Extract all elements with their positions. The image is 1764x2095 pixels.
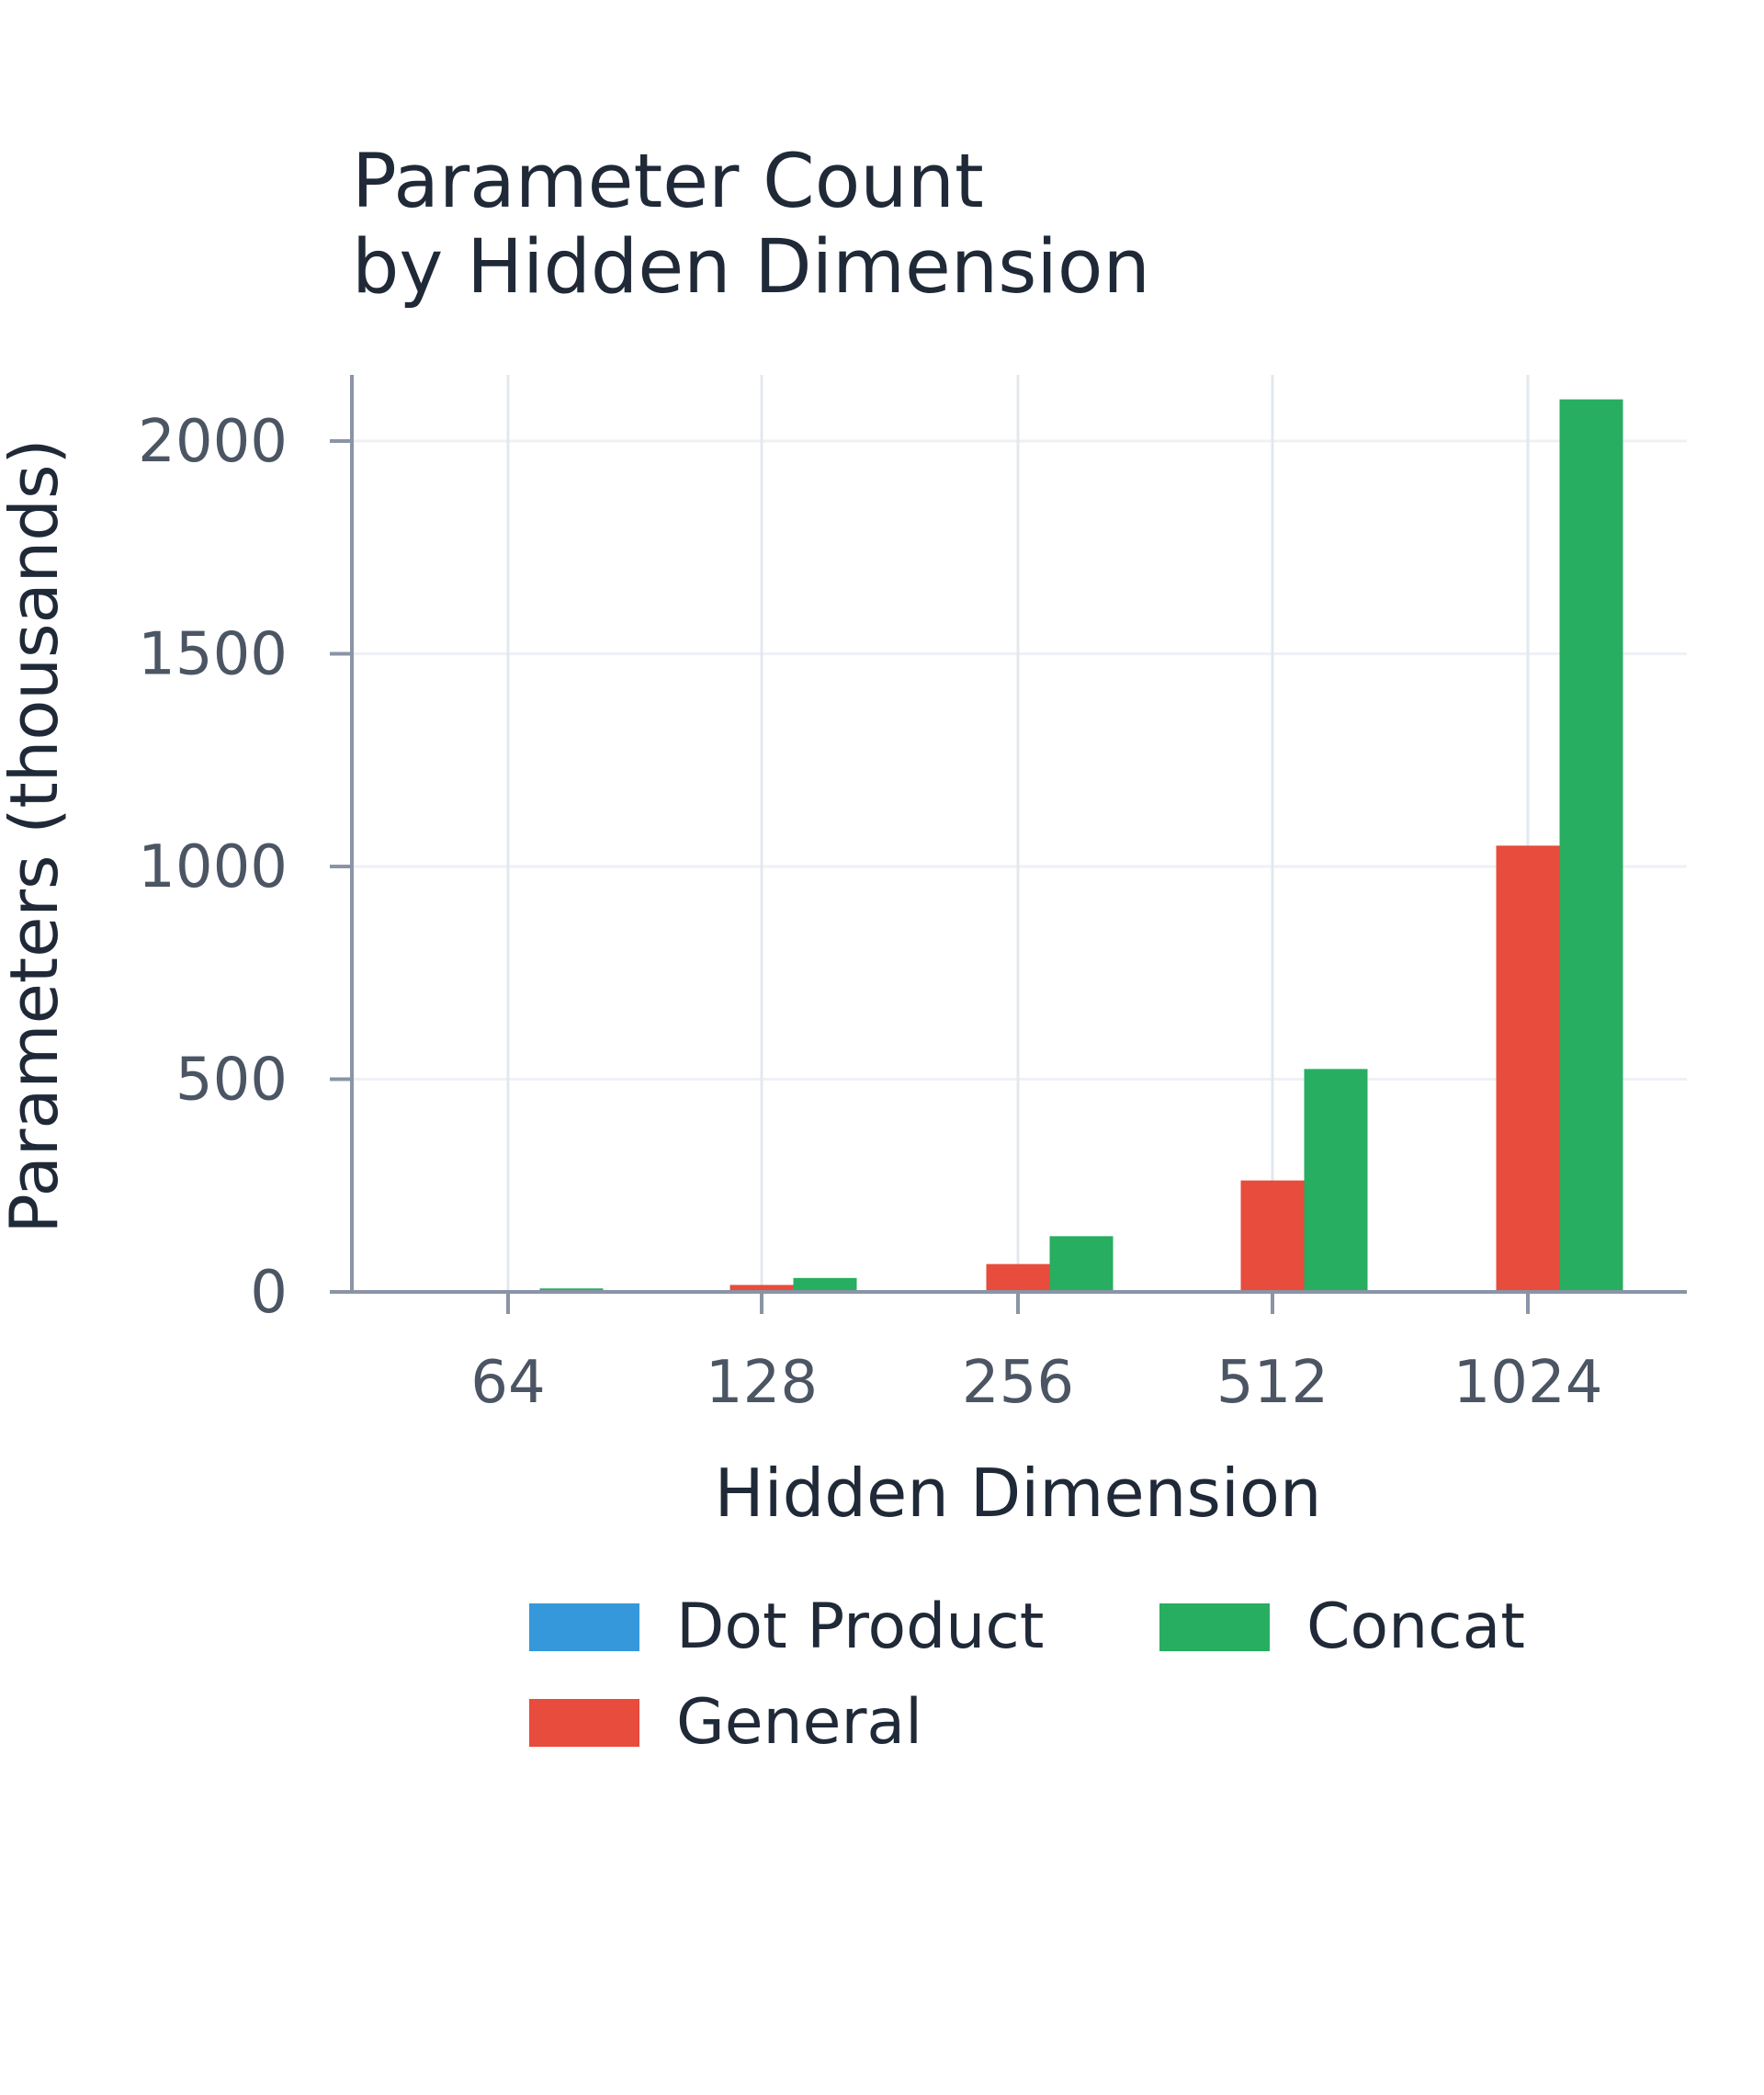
chart-title-line-1: Parameter Count xyxy=(352,139,984,225)
legend: Dot Product General Concat xyxy=(529,1591,1525,1759)
axes: 0 500 1000 1500 2000 64 128 256 512 1024 xyxy=(138,375,1687,1417)
bar-general-512 xyxy=(1240,1180,1305,1292)
legend-label-concat: Concat xyxy=(1306,1591,1525,1663)
y-tick-label: 0 xyxy=(250,1259,288,1327)
x-tick-label: 1024 xyxy=(1453,1349,1603,1417)
x-axis-title: Hidden Dimension xyxy=(714,1455,1321,1532)
bar-concat-256 xyxy=(1049,1236,1114,1292)
x-tick-label: 512 xyxy=(1216,1349,1329,1417)
y-tick-label: 1500 xyxy=(138,621,288,689)
bar-general-1024 xyxy=(1496,845,1560,1292)
x-tick-label: 256 xyxy=(962,1349,1074,1417)
x-tick-label: 128 xyxy=(706,1349,818,1417)
chart-title: Parameter Count by Hidden Dimension xyxy=(352,139,1150,311)
legend-swatch-general xyxy=(529,1699,639,1747)
bar-general-256 xyxy=(986,1263,1050,1292)
y-axis-title: Parameters (thousands) xyxy=(0,438,73,1233)
gridlines xyxy=(352,375,1687,1292)
bar-concat-1024 xyxy=(1559,399,1623,1293)
y-tick-label: 500 xyxy=(175,1047,288,1115)
x-tick-label: 64 xyxy=(470,1349,545,1417)
bar-general-128 xyxy=(729,1285,794,1292)
legend-swatch-dot-product xyxy=(529,1603,639,1651)
legend-label-general: General xyxy=(676,1686,922,1759)
legend-label-dot-product: Dot Product xyxy=(676,1591,1044,1663)
y-tick-label: 2000 xyxy=(138,408,288,476)
chart-title-line-2: by Hidden Dimension xyxy=(352,224,1150,311)
y-tick-label: 1000 xyxy=(138,833,288,901)
bar-concat-512 xyxy=(1304,1069,1368,1292)
bar-concat-128 xyxy=(793,1277,857,1292)
bars xyxy=(476,399,1623,1293)
legend-swatch-concat xyxy=(1159,1603,1270,1651)
